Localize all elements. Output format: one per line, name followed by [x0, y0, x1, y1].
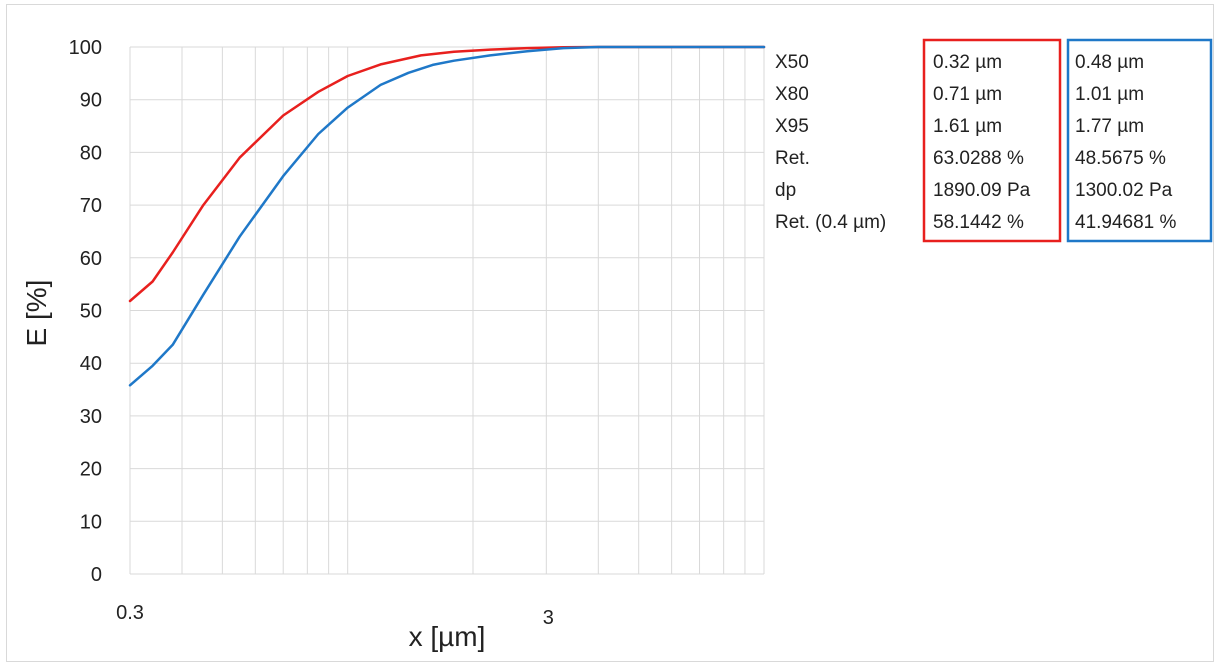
blue-value: 41.94681 % — [1075, 212, 1177, 233]
blue-values-box — [1066, 38, 1213, 243]
blue-series-line — [128, 45, 766, 387]
blue-value: 1300.02 Pa — [1075, 180, 1173, 201]
red-values-box — [922, 38, 1062, 243]
axes: 0 10 20 30 40 50 60 70 80 90 100 0.3 3 — [69, 37, 554, 629]
blue-value: 1.01 µm — [1075, 84, 1144, 105]
y-tick-label: 60 — [80, 248, 102, 270]
y-tick-label: 70 — [80, 195, 102, 217]
blue-value: 1.77 µm — [1075, 116, 1144, 137]
y-tick-label: 0 — [91, 564, 102, 586]
y-axis-title: E [%] — [21, 280, 52, 347]
table-row-label: dp — [775, 180, 796, 201]
x-axis-title: x [µm] — [409, 621, 486, 652]
table-row-label: X80 — [775, 84, 809, 105]
chart-frame — [6, 4, 1214, 662]
red-value: 58.1442 % — [933, 212, 1024, 233]
y-tick-label: 90 — [80, 90, 102, 112]
y-tick-label: 20 — [80, 459, 102, 481]
red-value: 1890.09 Pa — [933, 180, 1031, 201]
y-tick-label: 50 — [80, 301, 102, 323]
y-tick-label: 100 — [69, 37, 102, 59]
red-value: 63.0288 % — [933, 148, 1024, 169]
y-tick-label: 30 — [80, 406, 102, 428]
table-row-label: X50 — [775, 52, 809, 73]
summary-table: X50 X80 X95 Ret. dp Ret. (0.4 µm) 0.32 µm 0.71 … — [775, 38, 1213, 243]
x-tick-label: 3 — [543, 607, 554, 629]
table-row-label: Ret. (0.4 µm) — [775, 212, 886, 233]
table-row-label: X95 — [775, 116, 809, 137]
blue-value: 48.5675 % — [1075, 148, 1166, 169]
red-series-line — [128, 45, 766, 303]
blue-value: 0.48 µm — [1075, 52, 1144, 73]
y-tick-label: 40 — [80, 353, 102, 375]
red-value: 1.61 µm — [933, 116, 1002, 137]
series-lines — [128, 45, 766, 387]
red-value: 0.71 µm — [933, 84, 1002, 105]
y-tick-label: 80 — [80, 142, 102, 164]
y-tick-label: 10 — [80, 511, 102, 533]
grid — [129, 46, 765, 575]
x-tick-label: 0.3 — [116, 602, 144, 624]
table-row-label: Ret. — [775, 148, 810, 169]
red-value: 0.32 µm — [933, 52, 1002, 73]
